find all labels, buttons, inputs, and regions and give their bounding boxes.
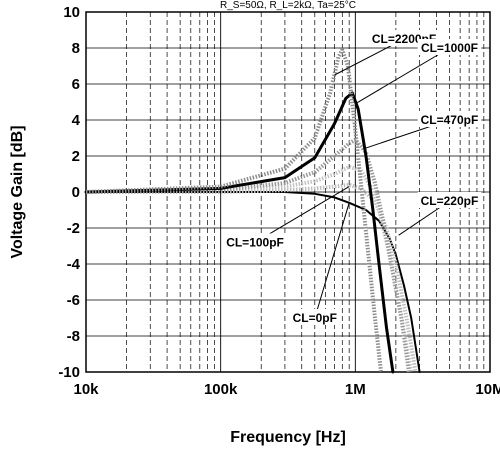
axis-ticks: -10 -8 -6 -4 -2 0 2 4 6 8 10 10k 100k 1M 10M	[58, 4, 500, 398]
y-tick-label: 6	[72, 76, 80, 93]
y-tick-label: -10	[58, 364, 80, 381]
chart-top-note: R_S=50Ω, R_L=2kΩ, Ta=25°C	[220, 0, 356, 11]
y-tick-label: -4	[67, 256, 81, 273]
series-lines	[84, 47, 421, 374]
x-tick-label: 100k	[204, 381, 238, 398]
annotation-leader-line	[355, 47, 450, 105]
series-line-cl-2200pf	[85, 47, 383, 373]
annotation-leader-line	[254, 186, 350, 243]
series-line-cl-1000f	[84, 91, 395, 374]
annotation-label: CL=100pF	[226, 235, 284, 249]
annotations: CL=2200pFCL=1000FCL=470pFCL=220pFCL=100p…	[223, 30, 482, 325]
y-tick-label: 2	[72, 148, 80, 165]
x-tick-label: 10k	[73, 381, 99, 398]
series-line-cl-470pf	[85, 137, 411, 373]
annotation-label: CL=0pF	[293, 311, 337, 325]
annotation-label: CL=1000F	[421, 41, 478, 55]
annotation-label-bg	[417, 111, 482, 127]
x-axis-label: Frequency [Hz]	[230, 429, 346, 446]
annotation-label-bg	[417, 39, 482, 55]
y-axis-label: Voltage Gain [dB]	[9, 125, 26, 258]
y-tick-label: -2	[67, 220, 80, 237]
y-tick-label: -8	[67, 328, 80, 345]
annotation-label: CL=220pF	[421, 194, 479, 208]
y-tick-label: 8	[72, 40, 80, 57]
annotation-label-bg	[417, 192, 482, 208]
series-line-cl-100pf	[86, 182, 418, 373]
annotation-leader-line	[314, 202, 350, 319]
annotation-label-bg	[223, 233, 287, 250]
annotation-label-bg	[290, 309, 340, 325]
x-tick-label: 10M	[475, 381, 500, 398]
annotation-label: CL=470pF	[421, 113, 479, 127]
y-tick-label: 4	[72, 112, 81, 129]
y-tick-label: 0	[72, 184, 80, 201]
x-tick-label: 1M	[345, 381, 366, 398]
y-tick-label: -6	[67, 292, 80, 309]
y-tick-label: 10	[63, 4, 80, 21]
